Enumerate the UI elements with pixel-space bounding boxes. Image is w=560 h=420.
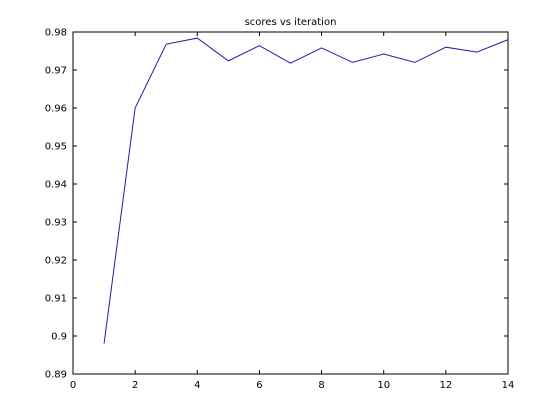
x-tick-label: 10 xyxy=(377,380,390,391)
series-layer xyxy=(103,37,509,344)
y-tick-label: 0.93 xyxy=(45,218,67,229)
y-tick-label: 0.95 xyxy=(45,142,67,153)
chart-title: scores vs iteration xyxy=(245,17,337,28)
y-tick-label: 0.89 xyxy=(45,370,67,381)
x-axis: 0 2 4 6 8 10 12 14 xyxy=(70,32,515,391)
x-tick-label: 8 xyxy=(318,380,324,391)
x-tick-label: 4 xyxy=(194,380,200,391)
x-tick-label: 12 xyxy=(439,380,452,391)
y-tick-label: 0.94 xyxy=(45,180,67,191)
y-tick-label: 0.92 xyxy=(45,256,67,267)
x-tick-label: 14 xyxy=(502,380,515,391)
y-tick-label: 0.97 xyxy=(45,66,67,77)
plot-frame xyxy=(72,31,509,375)
y-tick-label: 0.91 xyxy=(45,294,67,305)
y-axis: 0.89 0.9 0.91 0.92 0.93 0.94 0.95 0.96 0.97 0.98 xyxy=(45,28,508,381)
x-tick-label: 0 xyxy=(70,380,76,391)
series-line-0 xyxy=(103,37,509,344)
x-tick-label: 2 xyxy=(132,380,138,391)
x-tick-label: 6 xyxy=(256,380,262,391)
y-tick-label: 0.96 xyxy=(45,104,67,115)
y-tick-label: 0.9 xyxy=(51,332,67,343)
y-tick-label: 0.98 xyxy=(45,28,67,39)
